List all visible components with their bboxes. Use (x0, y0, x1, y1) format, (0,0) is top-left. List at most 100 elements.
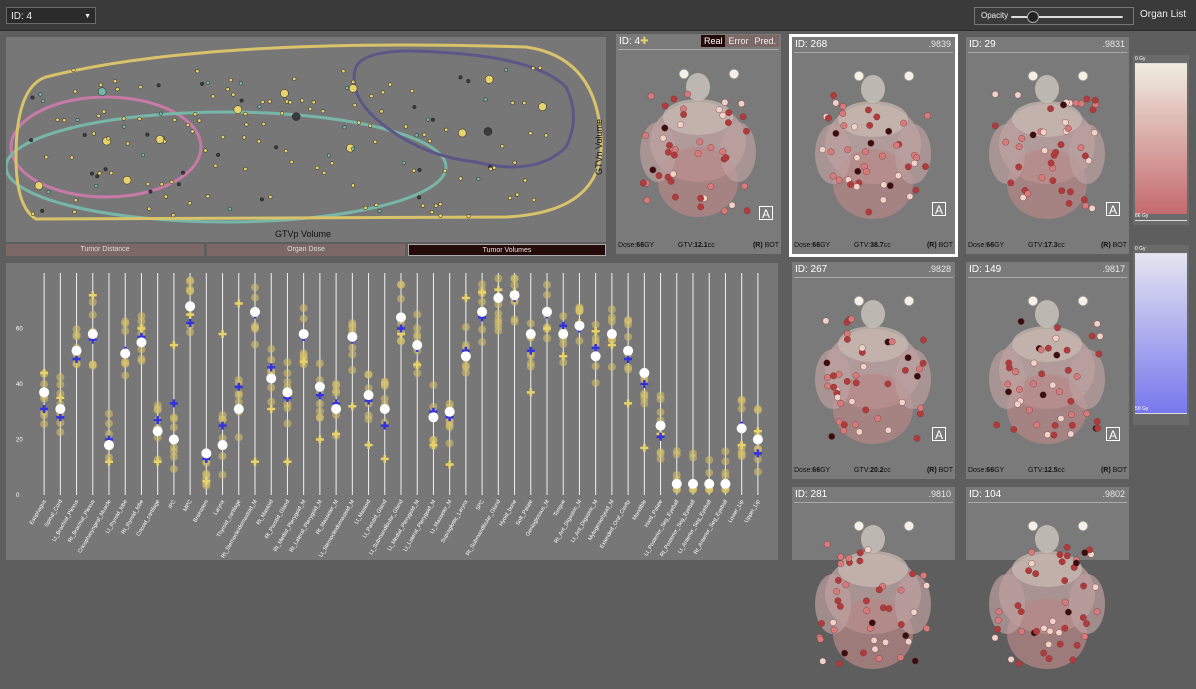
query-patient-card[interactable]: ID: 4✚ Real Error Pred. A Dose:66GY GTV:12… (616, 34, 781, 254)
similar-patient-card[interactable]: ID: 267 .9828 A Dose:66GY GTV:20.2cc (R)… (792, 262, 955, 479)
legend-gradient (1135, 64, 1187, 214)
organ-dot (856, 557, 864, 565)
similar-patient-card[interactable]: ID: 104 .9802 (966, 487, 1129, 669)
scatter-point (300, 98, 305, 103)
neighbor-dose-dot (218, 470, 227, 479)
organ-dot (1077, 295, 1089, 307)
organ-dot (897, 621, 905, 628)
similar-patient-card[interactable]: ID: 29 .9831 A Dose:66GY GTV:17.3cc (R) … (966, 37, 1129, 254)
predicted-dose-marker (656, 432, 665, 441)
tab-organ-dose[interactable]: Organ Dose (207, 244, 405, 256)
neighbor-dose-dot (283, 377, 292, 386)
scatter-point (369, 94, 374, 99)
tumor-volume-plus-marker (624, 399, 633, 408)
y-tick-label: 60 (16, 327, 23, 333)
neighbor-dose-dot (591, 338, 600, 347)
organ-dot (1067, 430, 1075, 438)
tumor-volume-plus-marker (737, 441, 746, 450)
organ-dot (707, 183, 715, 191)
scatter-point (438, 202, 443, 207)
scatter-point (145, 181, 150, 187)
tab-tumor-distance[interactable]: Tumor Distance (6, 244, 204, 256)
organ-dot (865, 106, 872, 114)
patient-id-select[interactable]: ID: 4 ▼ (6, 7, 96, 24)
organ-dot (885, 605, 893, 613)
neighbor-dose-dot (137, 345, 146, 354)
mode-pred-button[interactable]: Pred. (751, 35, 779, 47)
scatter-point (283, 149, 289, 154)
top-toolbar: ID: 4 ▼ Opacity Organ List (0, 0, 1196, 31)
organ-dot (835, 660, 843, 668)
similar-patient-card[interactable]: ID: 281 .9810 (792, 487, 955, 669)
organ-dot (743, 207, 751, 215)
tab-tumor-volumes[interactable]: Tumor Volumes (408, 244, 606, 256)
laterality-icon[interactable]: A (759, 206, 773, 221)
organ-dot (830, 372, 837, 380)
scatter-point (172, 117, 177, 122)
similar-patient-card[interactable]: ID: 268 .9839 A Dose:66GY GTV:38.7cc (R)… (789, 34, 958, 257)
organ-dot (1056, 640, 1064, 648)
organ-list-button[interactable]: Organ List (1140, 9, 1187, 20)
tumor-volume-plus-marker (559, 352, 568, 361)
real-dose-dot (298, 329, 309, 340)
organ-dot (659, 134, 667, 142)
mode-error-button[interactable]: Error (725, 35, 752, 47)
card-divider (968, 277, 1127, 278)
real-dose-dot (39, 387, 50, 398)
neighbor-dose-dot (591, 378, 600, 387)
organ-dot (823, 359, 831, 367)
opacity-slider-thumb[interactable] (1027, 11, 1040, 23)
opacity-slider-track[interactable] (1011, 16, 1123, 18)
neighbor-dose-dot (348, 323, 357, 332)
laterality-icon[interactable]: A (1106, 427, 1120, 442)
organ-dot (830, 92, 837, 99)
laterality-icon[interactable]: A (932, 427, 946, 442)
laterality-icon[interactable]: A (1106, 202, 1120, 217)
organ-dot (1049, 381, 1057, 389)
organ-dot (1014, 602, 1022, 610)
neighbor-dose-dot (121, 371, 130, 380)
laterality-icon[interactable]: A (932, 202, 946, 217)
organ-dot (667, 177, 675, 185)
y-tick-label: 40 (16, 382, 23, 388)
neighbor-dose-dot (56, 418, 65, 427)
tumor-volume-plus-marker (348, 402, 357, 411)
organ-dot (823, 540, 831, 548)
dose-color-legend: 0 Gy 86 Gy (1133, 55, 1189, 225)
real-dose-dot (282, 387, 293, 398)
real-dose-dot (412, 340, 423, 351)
real-dose-dot (558, 329, 569, 340)
organ-dot (1040, 624, 1048, 632)
predicted-dose-marker (591, 343, 600, 352)
organ-dot (1057, 141, 1065, 149)
scatter-point (500, 144, 505, 149)
mode-real-button[interactable]: Real (700, 35, 726, 47)
y-tick-label: 20 (16, 438, 23, 444)
neighbor-dose-dot (251, 323, 259, 332)
scatter-point (55, 117, 60, 122)
scatter-point (420, 203, 426, 208)
scatter-point (97, 171, 102, 176)
organ-dose-chart[interactable]: 0204060EsophagusSpinal_CordLt_Brachial_P… (6, 263, 778, 560)
neighbor-dose-dot (56, 373, 65, 382)
real-dose-dot (752, 434, 763, 445)
scatter-point (411, 168, 416, 173)
organ-dot (1080, 196, 1088, 204)
neighbor-dose-dot (348, 366, 357, 375)
neighbor-dose-dot (251, 283, 259, 292)
scatter-point (243, 167, 248, 172)
neighbor-dose-dot (737, 447, 746, 456)
organ-dot (1061, 624, 1069, 632)
neighbor-dose-dot (218, 434, 227, 443)
tumor-volume-scatter[interactable]: GTVp Volume GTVn Volume (4, 37, 606, 242)
neighbor-dose-dot (380, 377, 389, 386)
organ-dot (1093, 418, 1101, 425)
scatter-point (256, 139, 261, 144)
organ-dot (1010, 426, 1018, 433)
organ-shape (720, 122, 756, 182)
neighbor-dose-dot (56, 428, 65, 437)
similar-patient-card[interactable]: ID: 149 .9817 A Dose:66GY GTV:12.5cc (R)… (966, 262, 1129, 479)
neighbor-dose-dot (315, 376, 324, 385)
card-divider (618, 49, 779, 50)
scatter-point (244, 122, 249, 127)
